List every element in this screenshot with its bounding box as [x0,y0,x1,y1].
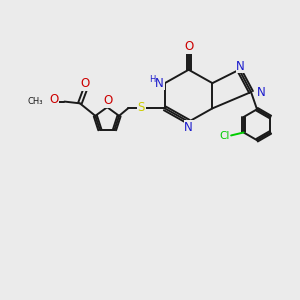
Text: N: N [184,121,193,134]
Text: O: O [49,93,58,106]
Text: O: O [103,94,113,107]
Text: N: N [256,85,265,98]
Text: H: H [149,75,156,84]
Text: N: N [236,60,245,73]
Text: O: O [81,77,90,90]
Text: Cl: Cl [219,131,230,141]
Text: S: S [138,101,145,114]
Text: O: O [184,40,193,53]
Text: CH₃: CH₃ [28,97,43,106]
Text: N: N [155,76,164,90]
